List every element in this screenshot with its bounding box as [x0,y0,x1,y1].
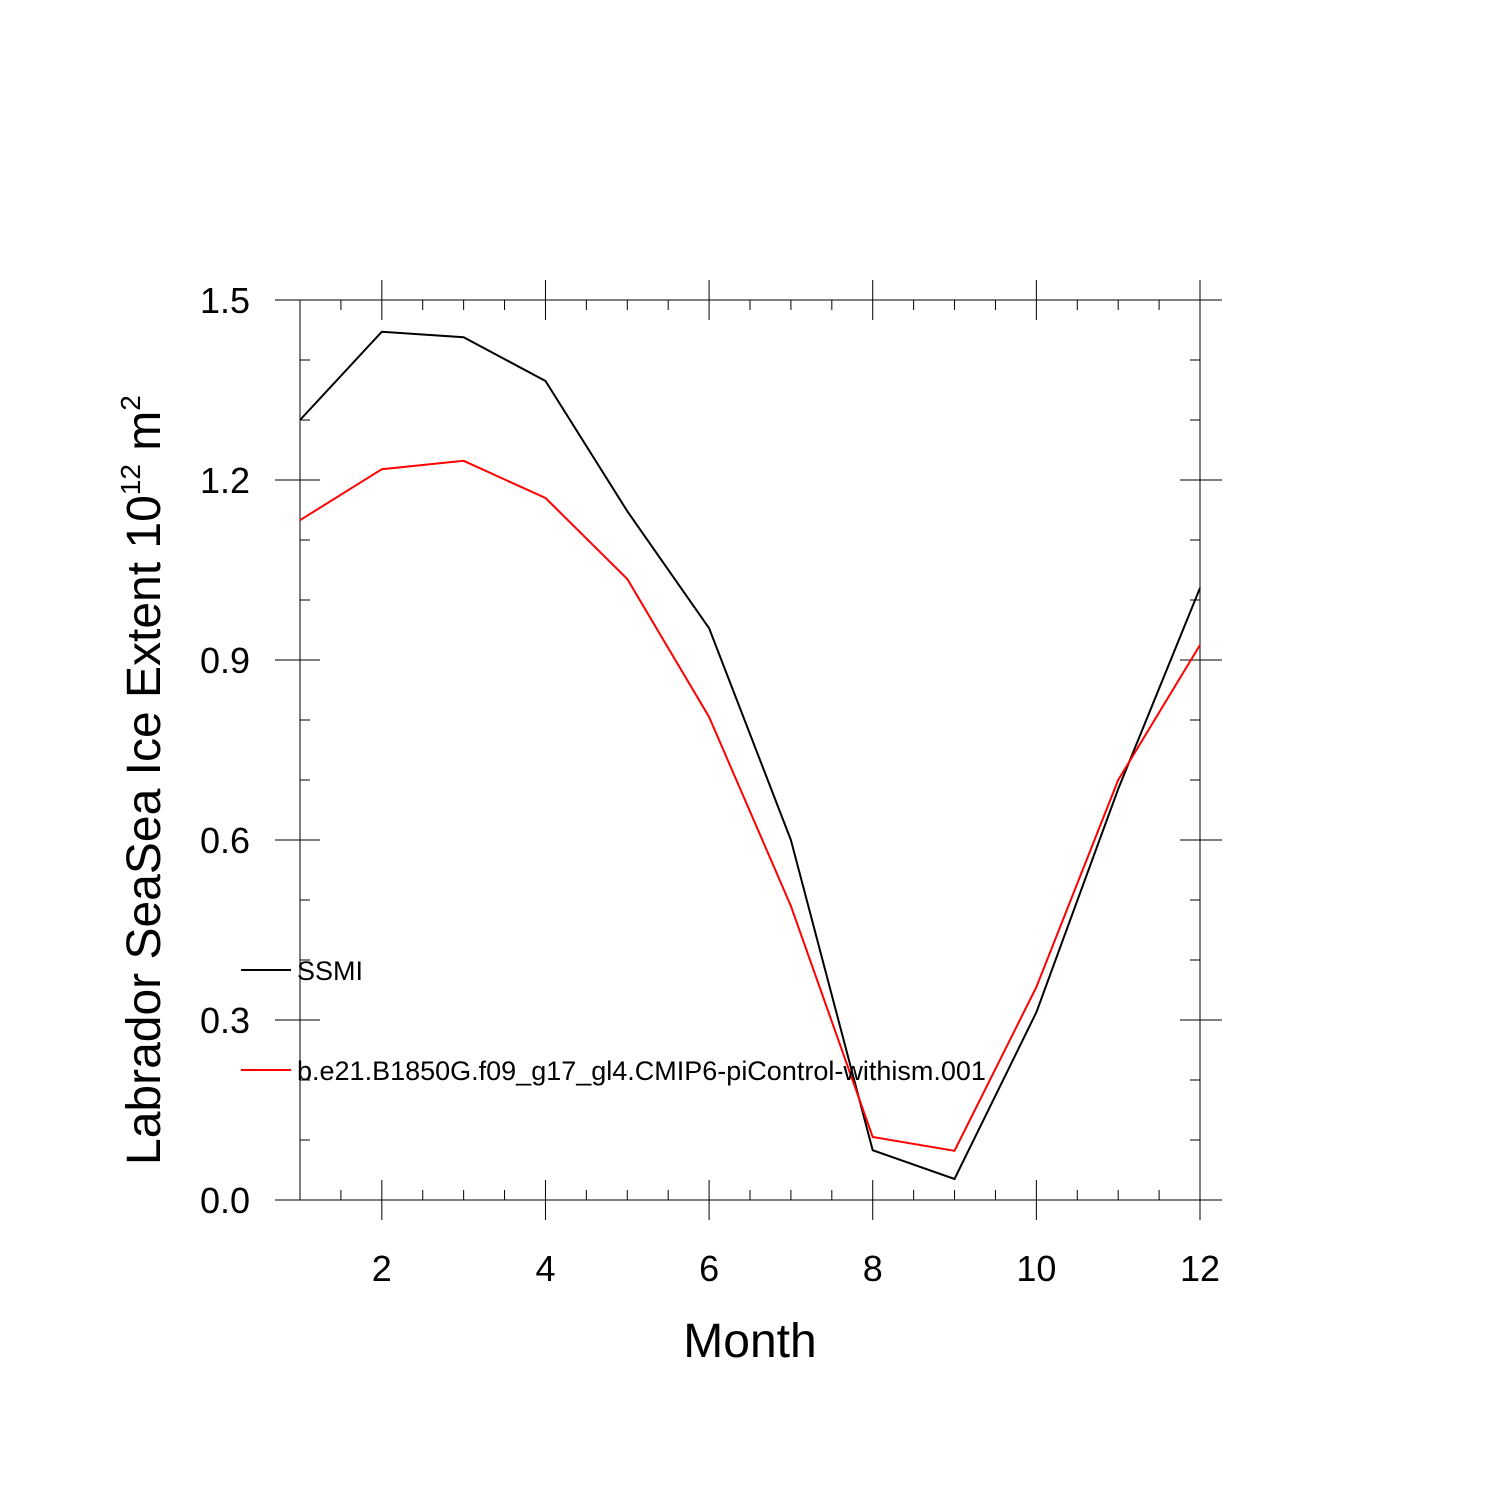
y-tick-label: 1.2 [200,460,250,501]
series-layer [299,330,1201,1181]
x-tick-label: 2 [372,1248,392,1289]
y-tick-label: 0.0 [200,1180,250,1221]
y-axis-title-main: Labrador SeaSea Ice Extent 10 [118,495,171,1165]
x-tick-label: 4 [535,1248,555,1289]
y-axis-title-unit: m [118,411,171,464]
series-line-ssmi [299,330,1201,1181]
legend-label-model: b.e21.B1850G.f09_g17_gl4.CMIP6-piControl… [297,1056,986,1086]
plot-frame [299,299,1201,1201]
x-axis-title: Month [683,1315,816,1368]
x-tick-label: 12 [1180,1248,1220,1289]
x-tick-label: 6 [699,1248,719,1289]
tick-labels: 2 4 6 8 10 12 0.0 0.3 0.6 0.9 1.2 1.5 [200,280,1220,1289]
y-axis-title-exponent: 12 [115,464,146,495]
x-tick-label: 10 [1016,1248,1056,1289]
y-axis-title: Labrador SeaSea Ice Extent 1012 m2 [115,395,171,1165]
y-tick-label: 0.9 [200,640,250,681]
y-tick-label: 0.3 [200,1000,250,1041]
y-tick-label: 1.5 [200,280,250,321]
y-tick-label: 0.6 [200,820,250,861]
series-line-model [299,459,1201,1152]
legend-label-ssmi: SSMI [297,956,363,986]
x-tick-label: 8 [863,1248,883,1289]
y-axis-title-unit-exponent: 2 [115,395,146,411]
minor-ticks [299,300,1200,1200]
legend: SSMI b.e21.B1850G.f09_g17_gl4.CMIP6-piCo… [241,956,986,1086]
